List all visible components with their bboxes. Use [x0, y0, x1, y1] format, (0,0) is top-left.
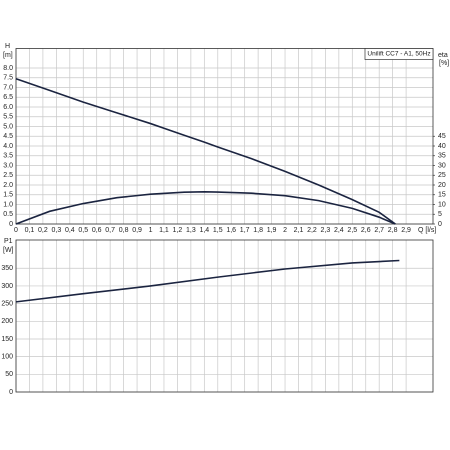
x-tick-label: 1,2	[173, 227, 183, 234]
x-tick-label: 1	[149, 227, 153, 234]
curve	[15, 191, 396, 225]
x-tick-label: 2,9	[401, 227, 411, 234]
y-tick-label: 8.0	[3, 65, 13, 72]
y-tick-label: 3.0	[3, 162, 13, 169]
y-tick-label: 100	[1, 353, 13, 360]
y-tick-label: 5.5	[3, 114, 13, 121]
y-tick-label: 0	[9, 221, 13, 228]
x-tick-label: 0,6	[92, 227, 102, 234]
y-tick-label: 2.0	[3, 182, 13, 189]
y2-tick-label: 15	[438, 192, 446, 199]
x-tick-label: 2,1	[294, 227, 304, 234]
curve	[15, 259, 400, 303]
y-tick-label: 150	[1, 336, 13, 343]
x-tick-label: 1,5	[213, 227, 223, 234]
y2-tick-label: 35	[438, 153, 446, 160]
y-tick-label: 7.5	[3, 75, 13, 82]
y-unit: [W]	[3, 247, 14, 254]
y-tick-label: 4.0	[3, 143, 13, 150]
y-tick-label: 250	[1, 300, 13, 307]
y-tick-label: 350	[1, 265, 13, 272]
y-tick-label: 4.5	[3, 133, 13, 140]
x-tick-label: 0,4	[65, 227, 75, 234]
x-tick-label: 1,8	[253, 227, 263, 234]
x-tick-label: 0,9	[132, 227, 142, 234]
x-tick-label: 1,3	[186, 227, 196, 234]
plot-frame	[15, 48, 434, 225]
y-tick-label: 7.0	[3, 84, 13, 91]
x-tick-label: 0,2	[38, 227, 48, 234]
y-tick-label: 6.0	[3, 104, 13, 111]
y-tick-label: 50	[5, 371, 13, 378]
y2-tick-label: 20	[438, 182, 446, 189]
y2-tick-label: 10	[438, 201, 446, 208]
y2-unit: [%]	[439, 60, 449, 67]
x-tick-label: 1,9	[267, 227, 277, 234]
y-label: P1	[4, 238, 13, 245]
y-tick-label: 2.5	[3, 172, 13, 179]
y-tick-label: 0	[9, 389, 13, 396]
x-tick-label: 0,3	[51, 227, 61, 234]
y2-tick-label: 0	[438, 221, 442, 228]
x-tick-label: 2,3	[321, 227, 331, 234]
y-label: H	[5, 43, 10, 50]
y2-tick-label: 30	[438, 162, 446, 169]
x-tick-label: 2,7	[374, 227, 384, 234]
plot-frame	[15, 239, 434, 393]
x-tick-label: 0,8	[119, 227, 129, 234]
y-tick-label: 1.5	[3, 192, 13, 199]
x-tick-label: 1,7	[240, 227, 250, 234]
x-tick-label: 0,7	[105, 227, 115, 234]
x-tick-label: 1,1	[159, 227, 169, 234]
y-tick-label: 5.0	[3, 123, 13, 130]
y-tick-label: 6.5	[3, 94, 13, 101]
curve	[15, 77, 396, 225]
y-tick-label: 300	[1, 283, 13, 290]
x-tick-label: 2	[283, 227, 287, 234]
x-label: Q [l/s]	[418, 227, 436, 234]
legend-box	[364, 48, 434, 60]
x-tick-label: 1,4	[199, 227, 209, 234]
x-tick-label: 0,1	[25, 227, 35, 234]
y2-label: eta	[438, 52, 448, 59]
x-tick-label: 2,2	[307, 227, 317, 234]
x-tick-label: 2,8	[388, 227, 398, 234]
y2-tick-label: 40	[438, 143, 446, 150]
x-tick-label: 1,6	[226, 227, 236, 234]
x-tick-label: 0,5	[78, 227, 88, 234]
y2-tick-label: 5	[438, 211, 442, 218]
y-tick-label: 3.5	[3, 153, 13, 160]
legend-text: Unilift CC7 - A1, 50Hz	[367, 51, 430, 58]
y2-tick-label: 25	[438, 172, 446, 179]
x-tick-label: 2,6	[361, 227, 371, 234]
y-tick-label: 1.0	[3, 201, 13, 208]
x-tick-label: 0	[14, 227, 18, 234]
y-tick-label: 200	[1, 318, 13, 325]
x-tick-label: 2,4	[334, 227, 344, 234]
y-unit: [m]	[3, 52, 13, 59]
y-tick-label: 0.5	[3, 211, 13, 218]
x-tick-label: 2,5	[347, 227, 357, 234]
y2-tick-label: 45	[438, 133, 446, 140]
